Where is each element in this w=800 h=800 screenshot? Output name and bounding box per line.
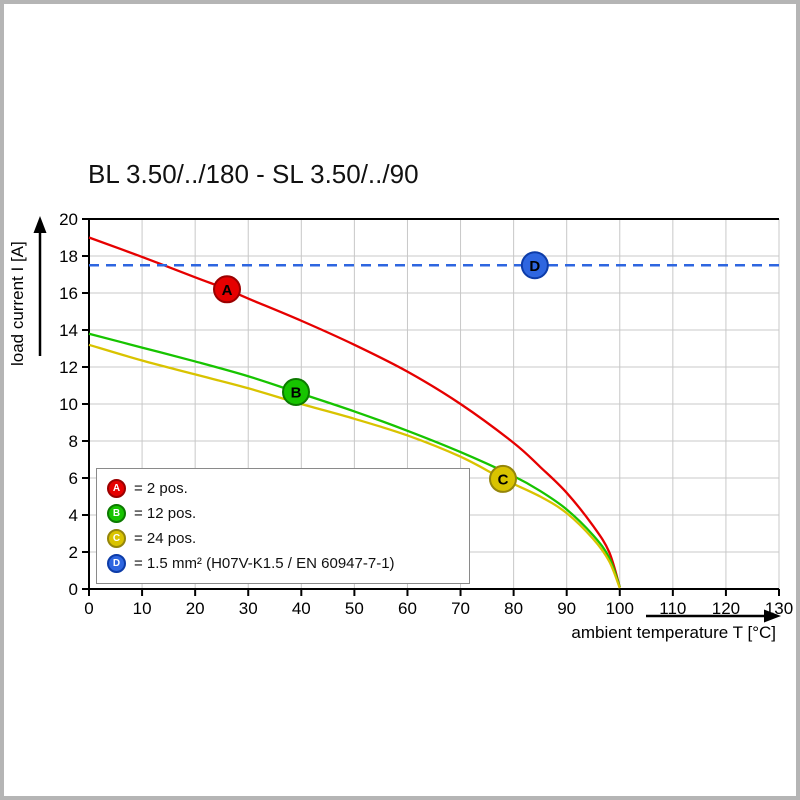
legend-item-d: D = 1.5 mm² (H07V-K1.5 / EN 60947-7-1): [107, 551, 461, 576]
x-tick-label: 10: [133, 599, 152, 618]
x-tick-label: 80: [504, 599, 523, 618]
legend-marker-a-icon: A: [107, 479, 126, 498]
marker-D-letter: D: [529, 258, 540, 275]
x-tick-label: 20: [186, 599, 205, 618]
legend-item-b: B = 12 pos.: [107, 501, 461, 526]
legend-label-c: = 24 pos.: [134, 530, 197, 547]
legend-letter-b: B: [112, 507, 121, 519]
y-tick-label: 4: [69, 506, 78, 525]
y-tick-label: 0: [69, 580, 78, 599]
x-tick-label: 100: [606, 599, 634, 618]
y-tick-label: 16: [59, 284, 78, 303]
x-axis-label: ambient temperature T [°C]: [571, 623, 776, 642]
x-tick-label: 70: [451, 599, 470, 618]
series-A-curve: [88, 236, 621, 588]
marker-B-letter: B: [291, 384, 302, 401]
y-tick-label: 10: [59, 395, 78, 414]
y-tick-label: 6: [69, 469, 78, 488]
legend-item-c: C = 24 pos.: [107, 526, 461, 551]
legend-letter-a: A: [112, 482, 121, 494]
marker-D-icon: [520, 251, 549, 280]
legend-label-b: = 12 pos.: [134, 505, 197, 522]
legend-letter-d: D: [112, 557, 121, 569]
x-tick-label: 40: [292, 599, 311, 618]
y-tick-label: 2: [69, 543, 78, 562]
x-tick-label: 90: [557, 599, 576, 618]
chart-title: BL 3.50/../180 - SL 3.50/../90: [88, 159, 419, 189]
legend-label-d: = 1.5 mm² (H07V-K1.5 / EN 60947-7-1): [134, 555, 395, 572]
derating-plot: 0 10 20 30 40 50 60 70 80 90 100 110 120 130024681012…: [33, 210, 793, 623]
x-tick-label: 30: [239, 599, 258, 618]
marker-C-icon: [489, 464, 517, 493]
x-tick-label: 110: [659, 599, 686, 618]
y-tick-label: 8: [69, 432, 78, 451]
x-axis-arrowhead-icon: [764, 609, 781, 623]
y-axis-arrowhead-icon: [33, 216, 47, 233]
legend-marker-c-icon: C: [107, 529, 126, 548]
legend-letter-c: C: [112, 532, 121, 544]
marker-A-letter: A: [222, 282, 233, 299]
x-tick-label: 50: [345, 599, 364, 618]
x-tick-label: 60: [398, 599, 417, 618]
marker-A-icon: [213, 275, 241, 304]
series-B-curve: [88, 332, 621, 588]
legend-marker-d-icon: D: [107, 554, 126, 573]
y-tick-label: 18: [59, 247, 78, 266]
x-tick-label: 0: [84, 599, 93, 618]
legend-label-a: = 2 pos.: [134, 480, 188, 497]
legend: A = 2 pos. B = 12 pos. C = 24 pos. D = 1…: [96, 468, 470, 584]
y-tick-label: 12: [59, 358, 78, 377]
y-axis-label: load current I [A]: [8, 241, 27, 366]
marker-C-letter: C: [498, 471, 509, 488]
legend-item-a: A = 2 pos.: [107, 476, 461, 501]
marker-B-icon: [282, 377, 310, 406]
series-C-curve: [88, 343, 621, 589]
x-tick-label: 120: [712, 599, 740, 618]
y-tick-label: 14: [59, 321, 78, 340]
legend-marker-b-icon: B: [107, 504, 126, 523]
y-tick-label: 20: [59, 210, 78, 229]
